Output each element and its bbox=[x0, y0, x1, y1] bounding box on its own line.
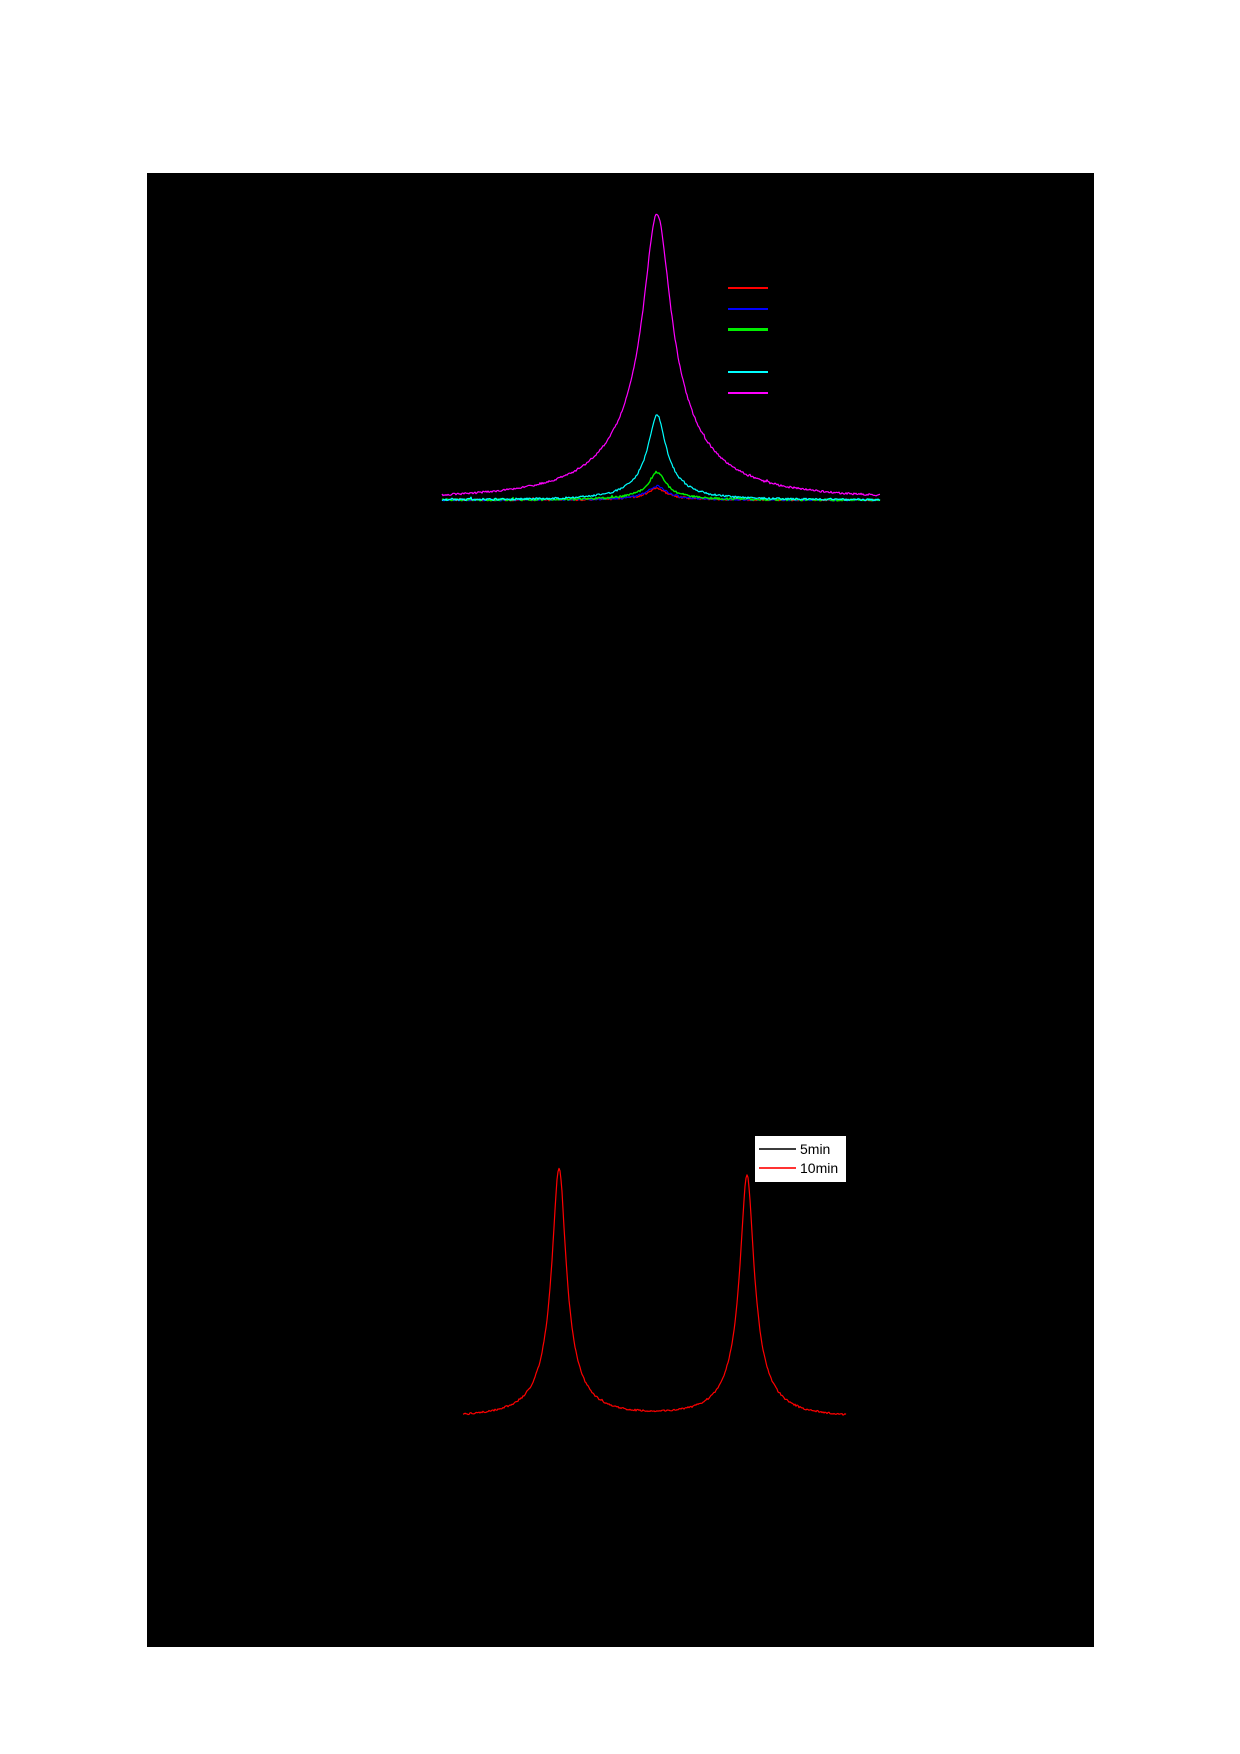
bottom-legend-entry-0: 5min bbox=[759, 1139, 842, 1158]
top-chart-legend bbox=[728, 277, 768, 403]
trace-cyan-trace bbox=[441, 414, 881, 502]
bottom-legend-entry-1: 10min bbox=[759, 1158, 842, 1177]
top-legend-entry-0 bbox=[728, 277, 768, 298]
legend-line-swatch bbox=[759, 1166, 796, 1169]
top-legend-entry-2 bbox=[728, 319, 768, 340]
legend-line-swatch bbox=[728, 349, 768, 352]
top-legend-entry-3 bbox=[728, 340, 768, 361]
trace-green-trace bbox=[441, 470, 881, 502]
legend-label: 5min bbox=[800, 1140, 831, 1157]
legend-line-swatch bbox=[728, 307, 768, 310]
bottom-chart-legend: 5min 10min bbox=[755, 1136, 846, 1182]
legend-line-swatch bbox=[728, 286, 768, 289]
spectra-traces-canvas bbox=[441, 213, 881, 1416]
trace-10min-trace bbox=[462, 1167, 847, 1416]
top-legend-entry-5 bbox=[728, 382, 768, 403]
legend-line-swatch bbox=[728, 328, 768, 331]
top-legend-entry-1 bbox=[728, 298, 768, 319]
legend-label: 10min bbox=[800, 1159, 839, 1176]
figure-panel: 5min 10min bbox=[147, 173, 1094, 1647]
legend-line-swatch bbox=[728, 370, 768, 373]
legend-line-swatch bbox=[728, 391, 768, 394]
legend-line-swatch bbox=[759, 1147, 796, 1150]
trace-magenta-trace bbox=[441, 213, 881, 497]
top-legend-entry-4 bbox=[728, 361, 768, 382]
